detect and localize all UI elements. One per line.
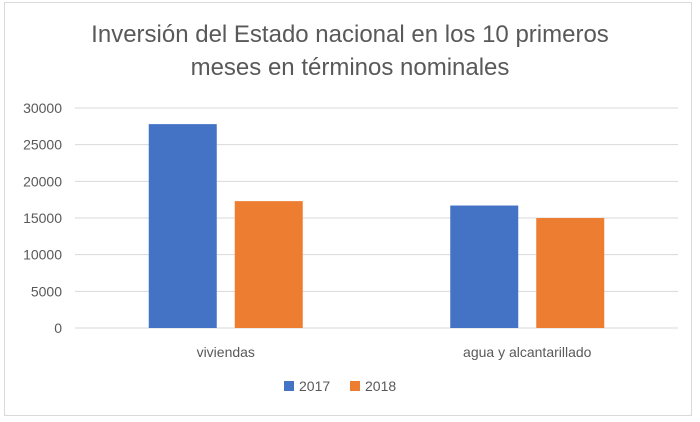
chart-title-line-2: meses en términos nominales xyxy=(190,54,510,81)
y-tick-label: 0 xyxy=(54,320,62,336)
y-tick-label: 10000 xyxy=(23,247,62,263)
legend-swatch-2017 xyxy=(284,381,294,391)
legend-swatch-2018 xyxy=(350,381,360,391)
y-tick-label: 15000 xyxy=(23,210,62,226)
bar-2017-0 xyxy=(148,124,217,328)
x-category-label: agua y alcantarillado xyxy=(463,344,592,360)
y-tick-label: 30000 xyxy=(23,100,62,116)
bar-2018-0 xyxy=(234,201,303,328)
bar-2017-1 xyxy=(450,205,519,328)
y-tick-label: 20000 xyxy=(23,173,62,189)
legend-label: 2017 xyxy=(299,378,330,394)
chart-title-line-1: Inversión del Estado nacional en los 10 … xyxy=(91,21,609,48)
y-tick-label: 25000 xyxy=(23,137,62,153)
legend-label: 2018 xyxy=(365,378,396,394)
y-tick-label: 5000 xyxy=(31,283,62,299)
bar-2018-1 xyxy=(536,218,605,328)
x-category-label: viviendas xyxy=(197,344,255,360)
chart-frame xyxy=(4,2,692,416)
chart-title: Inversión del Estado nacional en los 10 … xyxy=(0,18,700,84)
